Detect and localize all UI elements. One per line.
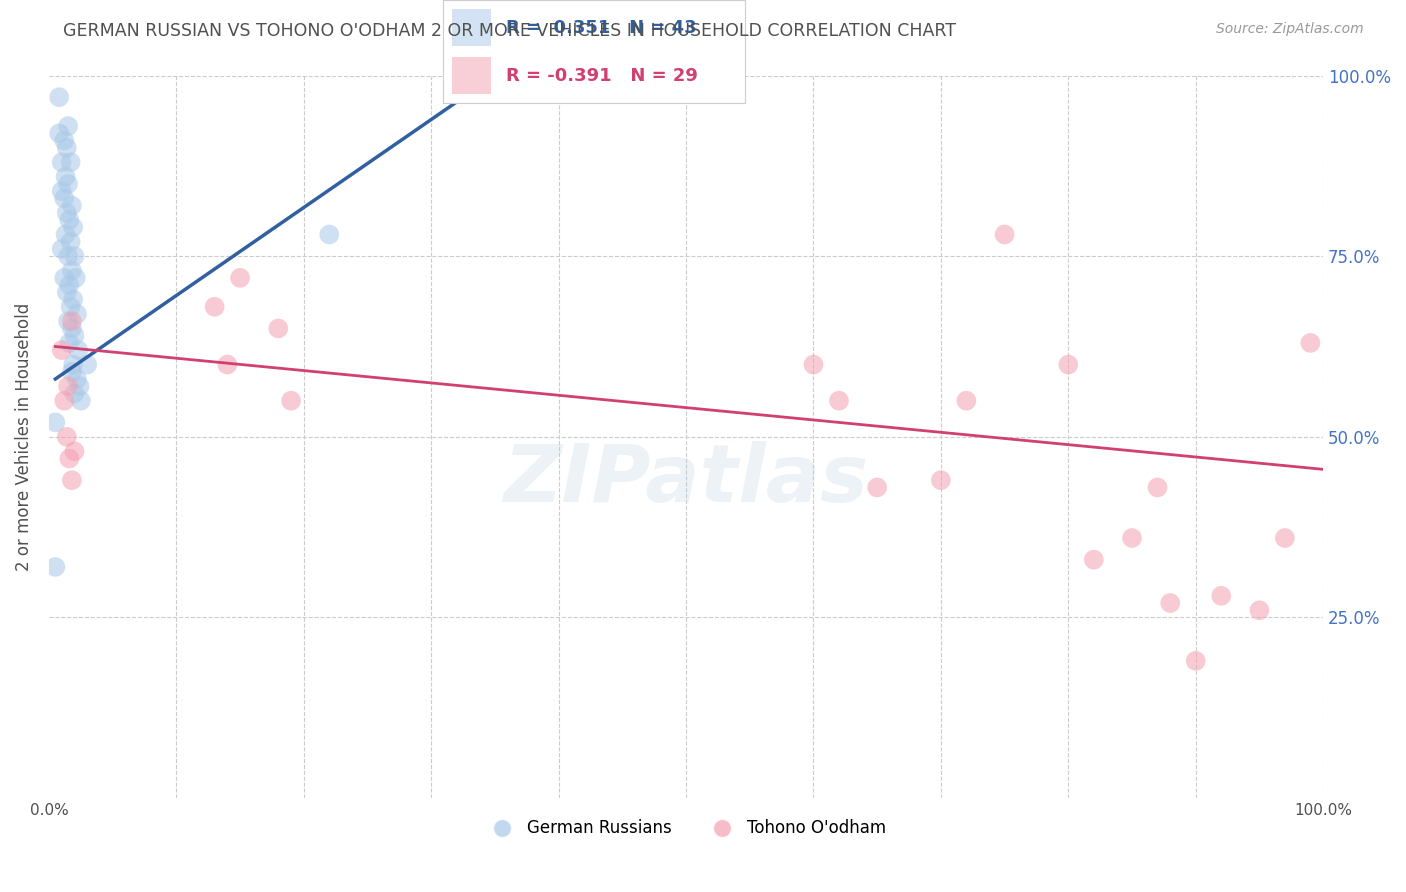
Point [44, 560, 66, 574]
Point [58, 451, 80, 466]
Point [53, 134, 76, 148]
Text: R =  0.351   N = 43: R = 0.351 N = 43 [506, 19, 697, 37]
Point [56, 379, 79, 393]
Point [56, 177, 79, 191]
Point [59, 300, 82, 314]
Legend: German Russians, Tohono O'odham: German Russians, Tohono O'odham [479, 813, 893, 844]
Point [1184, 654, 1206, 668]
Point [217, 358, 239, 372]
Point [1249, 603, 1271, 617]
Point [51, 155, 73, 169]
Point [76, 358, 98, 372]
Text: ZIPatlas: ZIPatlas [503, 442, 869, 519]
Point [1146, 480, 1168, 494]
Point [65, 270, 87, 285]
Y-axis label: 2 or more Vehicles in Household: 2 or more Vehicles in Household [15, 302, 32, 571]
Point [62, 220, 84, 235]
Point [1211, 589, 1233, 603]
Point [828, 393, 851, 408]
Point [48, 90, 70, 104]
Text: Source: ZipAtlas.com: Source: ZipAtlas.com [1216, 22, 1364, 37]
Point [51, 343, 73, 358]
Point [53, 393, 76, 408]
Point [53, 191, 76, 205]
Point [56, 206, 79, 220]
Point [280, 393, 302, 408]
Point [866, 480, 889, 494]
Point [1299, 335, 1322, 350]
Point [56, 249, 79, 263]
Point [60, 473, 83, 487]
Point [55, 227, 77, 242]
Point [51, 184, 73, 198]
Point [66, 307, 89, 321]
Point [63, 444, 86, 458]
Point [56, 430, 79, 444]
Point [62, 293, 84, 307]
Point [66, 372, 89, 386]
Bar [451, 9, 491, 46]
Point [1083, 552, 1105, 566]
Point [58, 335, 80, 350]
Point [56, 285, 79, 300]
Point [204, 300, 226, 314]
Point [55, 169, 77, 184]
Point [63, 386, 86, 401]
Point [56, 119, 79, 133]
Point [229, 270, 252, 285]
Point [44, 416, 66, 430]
Point [1057, 358, 1080, 372]
Point [267, 321, 290, 335]
Bar [451, 57, 491, 95]
Point [56, 314, 79, 328]
Point [56, 141, 79, 155]
Point [69, 379, 91, 393]
Point [929, 473, 952, 487]
Point [69, 393, 91, 408]
Point [58, 213, 80, 227]
Point [48, 126, 70, 140]
Point [60, 314, 83, 328]
Text: GERMAN RUSSIAN VS TOHONO O'ODHAM 2 OR MORE VEHICLES IN HOUSEHOLD CORRELATION CHA: GERMAN RUSSIAN VS TOHONO O'ODHAM 2 OR MO… [63, 22, 956, 40]
Point [318, 227, 340, 242]
Point [67, 343, 90, 358]
Point [60, 365, 83, 379]
Point [803, 358, 825, 372]
Text: R = -0.391   N = 29: R = -0.391 N = 29 [506, 67, 699, 85]
Point [994, 227, 1017, 242]
Point [62, 358, 84, 372]
Point [1121, 531, 1143, 545]
Point [63, 328, 86, 343]
Point [63, 249, 86, 263]
Point [59, 155, 82, 169]
Point [1274, 531, 1296, 545]
Point [51, 242, 73, 256]
Point [60, 198, 83, 212]
Point [59, 235, 82, 249]
Point [1159, 596, 1181, 610]
Point [60, 321, 83, 335]
Point [58, 278, 80, 293]
Point [53, 270, 76, 285]
Point [955, 393, 977, 408]
Point [60, 263, 83, 277]
